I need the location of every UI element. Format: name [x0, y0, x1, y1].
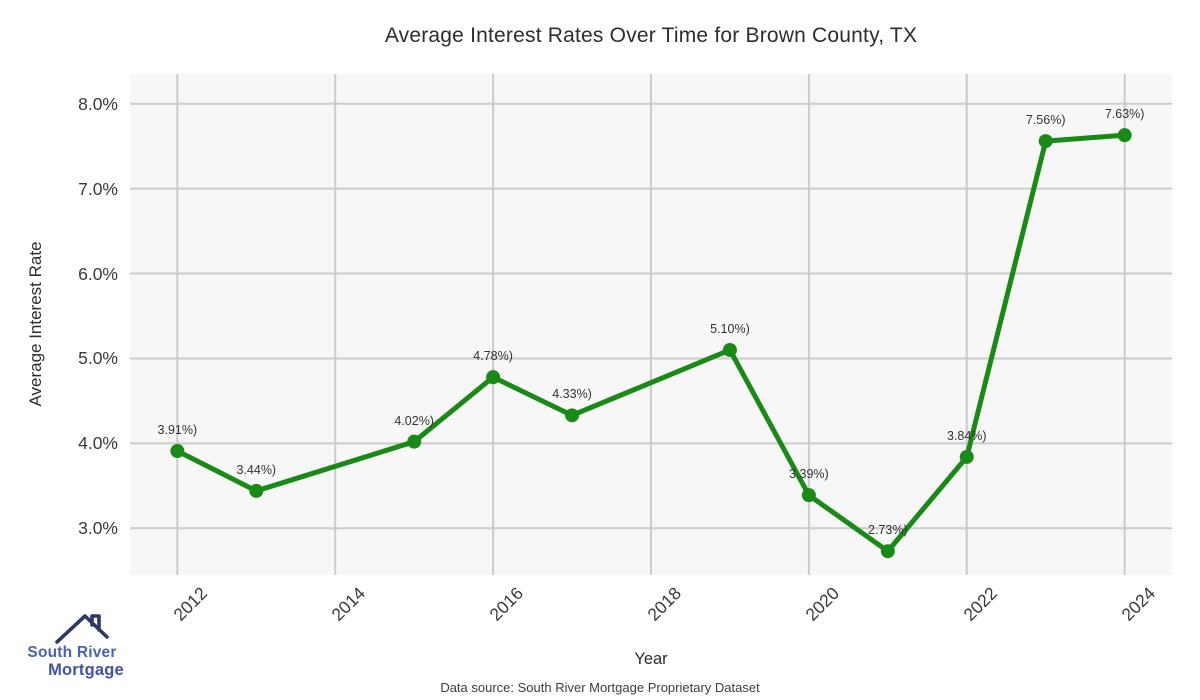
- logo-text-line2: Mortgage: [48, 661, 124, 679]
- x-axis-title: Year: [634, 650, 668, 668]
- data-point-marker: [249, 483, 264, 498]
- x-tick-label: 2020: [801, 583, 844, 625]
- x-tick-label: 2024: [1117, 583, 1159, 625]
- y-tick-label: 4.0%: [78, 433, 118, 454]
- data-source-note: Data source: South River Mortgage Propri…: [440, 680, 760, 695]
- data-point-marker: [486, 370, 501, 385]
- x-tick-label: 2022: [959, 583, 1001, 625]
- x-tick-label: 2014: [327, 583, 370, 625]
- x-tick-label: 2018: [643, 583, 686, 625]
- y-tick-label: 6.0%: [78, 263, 118, 284]
- data-point-marker: [170, 444, 185, 459]
- point-value-label: 4.78%): [473, 349, 513, 364]
- logo-text-line1: South River: [27, 644, 117, 661]
- data-point-marker: [1117, 128, 1132, 143]
- data-point-marker: [959, 449, 974, 464]
- data-point-marker: [407, 434, 422, 449]
- y-tick-label: 3.0%: [78, 518, 118, 539]
- line-chart-canvas: [130, 74, 1172, 575]
- data-point-marker: [722, 342, 737, 357]
- data-point-marker: [880, 544, 895, 559]
- y-tick-label: 7.0%: [78, 178, 118, 199]
- point-value-label: 7.63%): [1104, 107, 1145, 122]
- y-tick-label: 5.0%: [78, 348, 118, 369]
- point-value-label: 7.56%): [1025, 113, 1066, 128]
- data-point-marker: [565, 408, 580, 423]
- plot-area: 3.91%) 3.44%) 4.02%) 4.78%) 4.33%) 5.10%) 3.39…: [130, 74, 1172, 575]
- point-value-label: 3.84%): [946, 428, 987, 443]
- data-point-marker: [801, 488, 816, 503]
- point-value-label: 3.44%): [236, 462, 277, 477]
- data-point-marker: [1038, 134, 1053, 149]
- x-tick-label: 2016: [485, 583, 528, 625]
- point-value-label: 2.73%): [868, 523, 908, 538]
- company-logo: South River Mortgage: [22, 608, 132, 684]
- y-tick-label: 8.0%: [78, 93, 118, 114]
- point-value-label: 3.91%): [157, 423, 198, 438]
- point-value-label: 4.33%): [552, 387, 592, 402]
- x-tick-label: 2012: [169, 583, 212, 625]
- point-value-label: 5.10%): [710, 321, 750, 336]
- point-value-label: 4.02%): [394, 413, 434, 428]
- chart-title: Average Interest Rates Over Time for Bro…: [384, 24, 918, 47]
- point-value-label: 3.39%): [789, 467, 829, 482]
- house-roof-icon: [55, 614, 109, 644]
